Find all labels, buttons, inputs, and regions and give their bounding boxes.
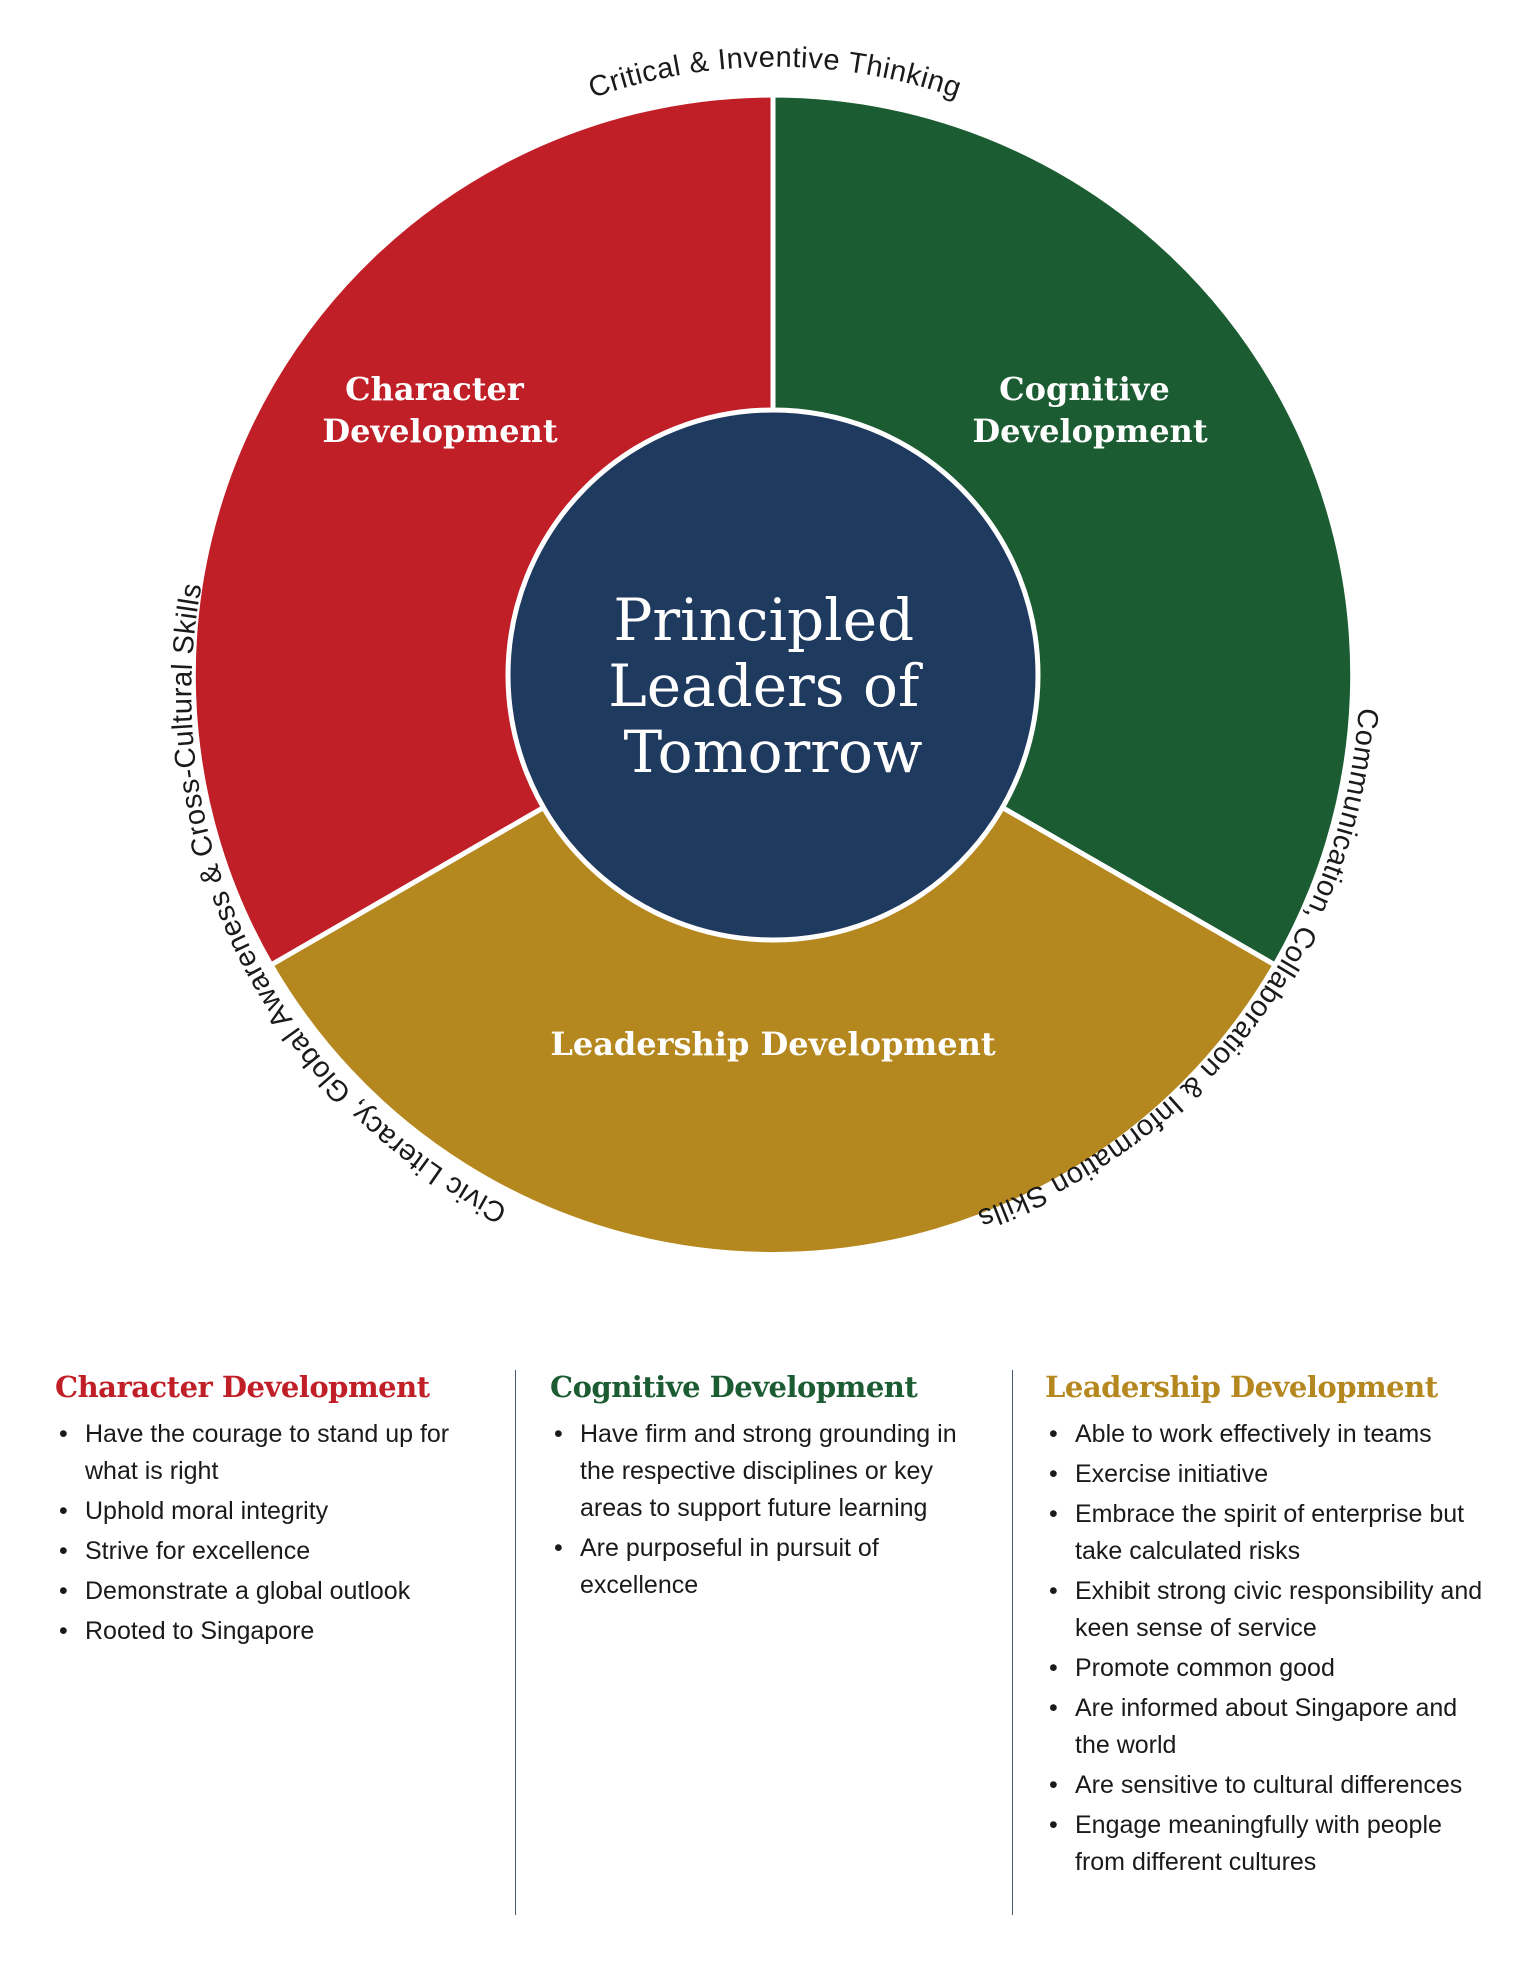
character-column-title: Character Development	[55, 1370, 430, 1404]
character-list: Have the courage to stand up for what is…	[55, 1416, 495, 1650]
development-diagram: Character Development Cognitive Developm…	[166, 41, 1384, 1257]
leadership-list: Able to work effectively in teamsExercis…	[1045, 1416, 1485, 1881]
list-item: Exercise initiative	[1045, 1456, 1485, 1493]
list-item: Are informed about Singapore and the wor…	[1045, 1690, 1485, 1764]
list-item: Promote common good	[1045, 1650, 1485, 1687]
list-item: Strive for excellence	[55, 1533, 495, 1570]
development-columns: Character Development Have the courage t…	[0, 1355, 1535, 1915]
list-item: Rooted to Singapore	[55, 1613, 495, 1650]
list-item: Uphold moral integrity	[55, 1493, 495, 1530]
center-circle	[505, 407, 1041, 943]
list-item: Are sensitive to cultural differences	[1045, 1767, 1485, 1804]
leadership-column-title: Leadership Development	[1045, 1370, 1438, 1404]
leadership-column: Leadership Development Able to work effe…	[1045, 1370, 1485, 1884]
list-item: Able to work effectively in teams	[1045, 1416, 1485, 1453]
list-item: Engage meaningfully with people from dif…	[1045, 1807, 1485, 1881]
column-divider	[515, 1370, 516, 1915]
cognitive-column-title: Cognitive Development	[550, 1370, 918, 1404]
center-title: Principled Leaders of Tomorrow	[608, 586, 938, 786]
leadership-segment-label: Leadership Development	[550, 1025, 996, 1063]
cognitive-segment-label: Cognitive Development	[972, 370, 1207, 450]
cognitive-column: Cognitive Development Have firm and stro…	[550, 1370, 990, 1607]
list-item: Exhibit strong civic responsibility and …	[1045, 1573, 1485, 1647]
leadership-segment	[267, 672, 1279, 1257]
list-item: Have firm and strong grounding in the re…	[550, 1416, 990, 1527]
character-column: Character Development Have the courage t…	[55, 1370, 495, 1653]
character-segment-label: Character Development	[322, 370, 557, 450]
list-item: Are purposeful in pursuit of excellence	[550, 1530, 990, 1604]
list-item: Have the courage to stand up for what is…	[55, 1416, 495, 1490]
list-item: Demonstrate a global outlook	[55, 1573, 495, 1610]
list-item: Embrace the spirit of enterprise but tak…	[1045, 1496, 1485, 1570]
column-divider	[1012, 1370, 1013, 1915]
cognitive-list: Have firm and strong grounding in the re…	[550, 1416, 990, 1604]
